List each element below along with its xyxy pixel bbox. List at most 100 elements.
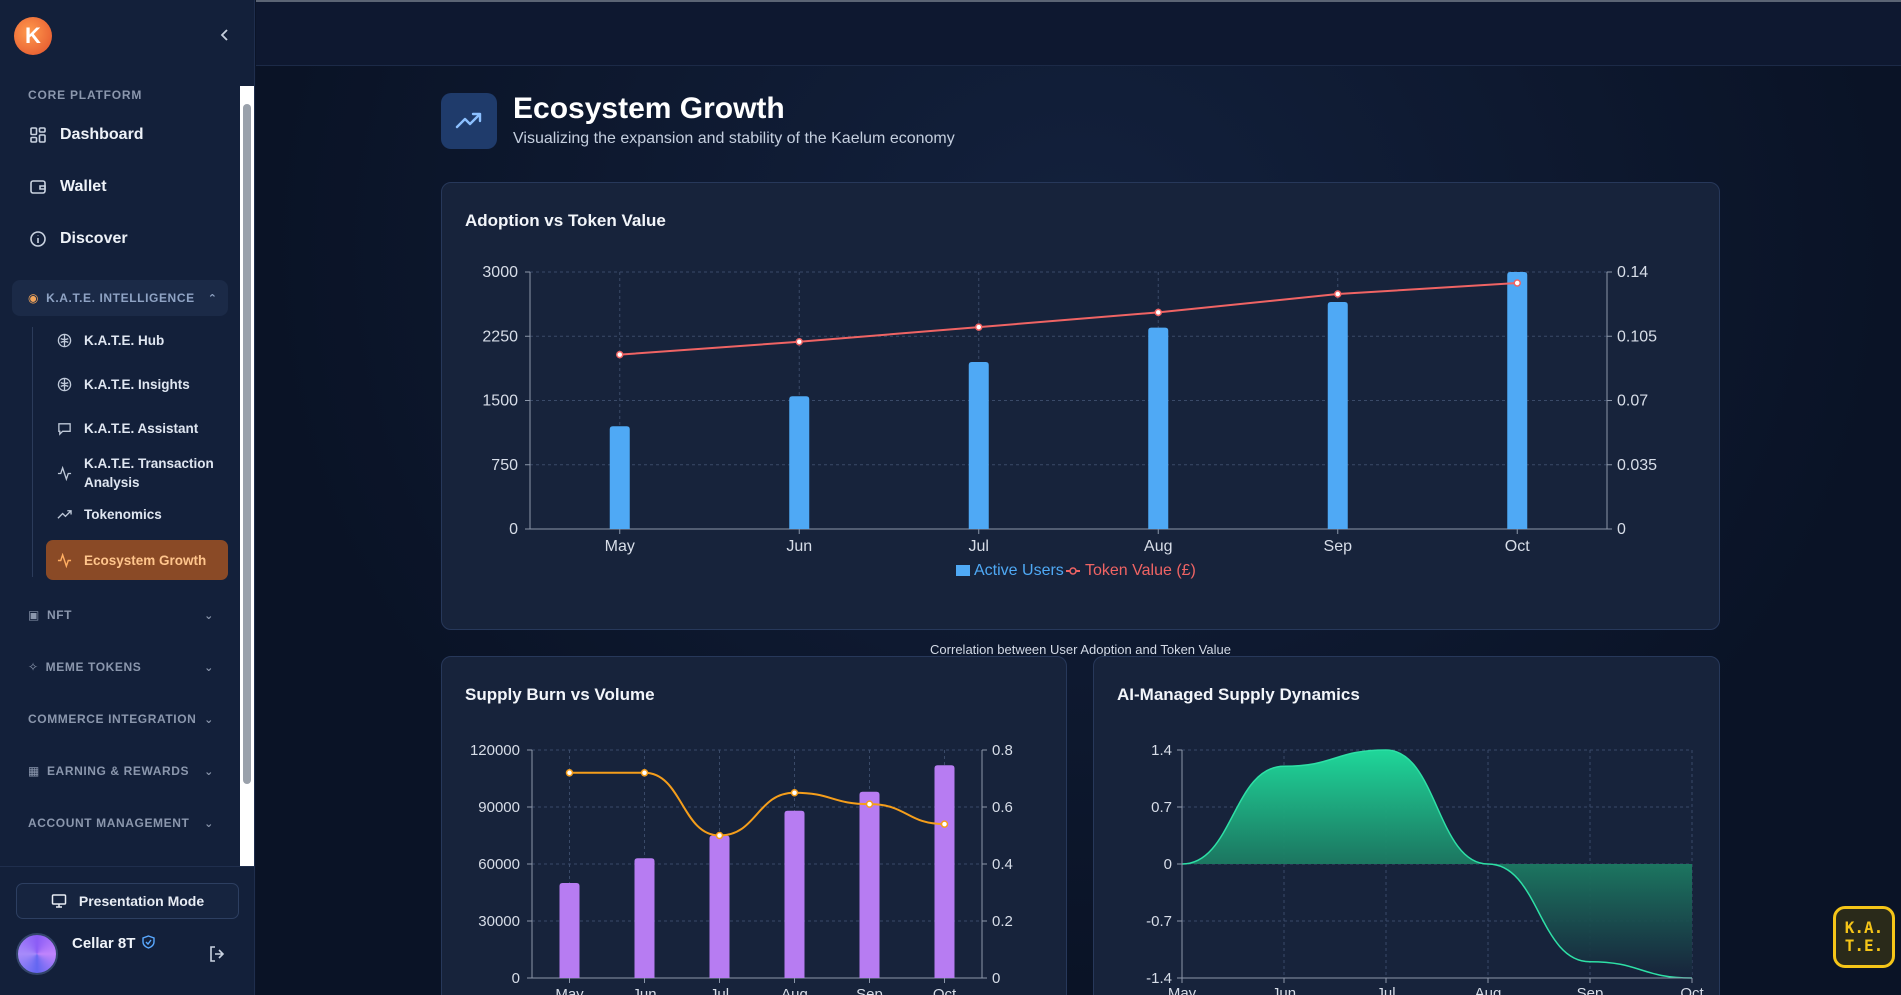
x-tick-label: May	[605, 538, 635, 555]
line-point	[975, 323, 983, 331]
avatar[interactable]	[16, 933, 58, 975]
supply-dynamics-chart: -1.4 -0.7 0 0.7 1.4 May Jun Jul Aug Sep Oct	[1146, 742, 1704, 995]
trending-up-icon	[441, 93, 497, 149]
bar	[1327, 301, 1348, 529]
brain-icon	[56, 376, 72, 392]
y-right-tick-label: 0.4	[992, 856, 1013, 873]
group-commerce-integration[interactable]: COMMERCE INTEGRATION ⌄	[28, 712, 214, 726]
group-meme-tokens[interactable]: ✧ MEME TOKENS ⌄	[28, 660, 214, 674]
chevron-down-icon: ⌄	[204, 817, 214, 830]
legend-swatch-token-value-marker	[1069, 567, 1077, 575]
legend-label-token-value: Token Value (£)	[1085, 562, 1196, 579]
sidebar-item-kate-hub[interactable]: K.A.T.E. Hub	[56, 332, 226, 348]
line-point	[1334, 290, 1342, 298]
supply-burn-card: Supply Burn vs Volume 0 0 30000 0.2 60000 0.4…	[441, 656, 1067, 995]
sidebar-nav[interactable]: CORE PLATFORM Dashboard Wallet Discover …	[0, 72, 240, 867]
series-line	[619, 282, 1518, 356]
bar	[609, 426, 630, 529]
brain-icon: ◉	[28, 291, 40, 305]
logout-icon[interactable]	[208, 945, 226, 968]
info-icon	[28, 229, 48, 249]
gift-icon: ▦	[28, 764, 40, 778]
supply-dynamics-card: AI-Managed Supply Dynamics -1.4 -0.7 0 0.7 1…	[1093, 656, 1720, 995]
group-kate-intelligence[interactable]: ◉ K.A.T.E. INTELLIGENCE ⌃	[12, 280, 228, 316]
sidebar-scrollbar[interactable]	[240, 86, 254, 866]
sidebar: K CORE PLATFORM Dashboard Wallet Discove…	[0, 0, 255, 995]
y-left-tick-label: 2250	[482, 328, 518, 345]
sidebar-footer: Presentation Mode Cellar 8T	[0, 866, 255, 995]
grid-icon	[28, 125, 48, 145]
sidebar-item-label: Wallet	[60, 178, 107, 195]
line-point	[1513, 279, 1521, 287]
sidebar-item-label: K.A.T.E. Assistant	[84, 420, 199, 436]
sidebar-item-wallet[interactable]: Wallet	[28, 177, 107, 197]
sidebar-item-label: K.A.T.E. Transaction Analysis	[84, 456, 214, 490]
sidebar-item-kate-assistant[interactable]: K.A.T.E. Assistant	[56, 420, 226, 436]
section-label-core-platform: CORE PLATFORM	[28, 88, 143, 102]
y-right-tick-label: 0.8	[992, 742, 1013, 759]
sidebar-item-kate-transaction-analysis[interactable]: K.A.T.E. Transaction Analysis	[56, 454, 226, 492]
bar	[784, 810, 805, 978]
presentation-mode-label: Presentation Mode	[78, 893, 205, 909]
legend-label-active-users: Active Users	[974, 562, 1064, 579]
bar	[559, 883, 580, 978]
wallet-icon	[28, 177, 48, 197]
line-point	[715, 831, 724, 840]
x-tick-label: May	[1168, 985, 1197, 995]
x-tick-label: Jun	[786, 538, 812, 555]
chart-caption: Correlation between User Adoption and To…	[930, 642, 1231, 657]
bar	[789, 396, 810, 529]
bar	[859, 791, 880, 978]
x-tick-label: May	[555, 986, 584, 995]
x-tick-label: Jun	[1272, 985, 1296, 995]
y-right-tick-label: 0.07	[1617, 393, 1648, 410]
presentation-mode-button[interactable]: Presentation Mode	[16, 883, 239, 919]
y-left-tick-label: 90000	[478, 799, 520, 816]
chevron-left-icon	[220, 29, 228, 41]
y-left-tick-label: 120000	[470, 742, 520, 759]
chevron-down-icon: ⌄	[204, 765, 214, 778]
user-name: Cellar 8T	[72, 935, 136, 952]
y-tick-label: 1.4	[1151, 742, 1172, 759]
x-tick-label: Aug	[1475, 985, 1502, 995]
page-title: Ecosystem Growth	[513, 92, 785, 125]
line-point	[640, 769, 649, 777]
sidebar-item-label: K.A.T.E. Hub	[84, 332, 165, 348]
group-label: ACCOUNT MANAGEMENT	[28, 816, 190, 830]
group-label: COMMERCE INTEGRATION	[28, 712, 197, 726]
sidebar-header: K	[0, 0, 255, 72]
group-nft[interactable]: ▣ NFT ⌄	[28, 608, 214, 622]
group-account-management[interactable]: ACCOUNT MANAGEMENT ⌄	[28, 816, 214, 830]
sidebar-item-label: Dashboard	[60, 126, 144, 143]
x-tick-label: Jul	[710, 986, 729, 995]
activity-icon	[56, 552, 72, 568]
chevron-down-icon: ⌄	[204, 661, 214, 674]
kaelum-logo[interactable]: K	[14, 17, 52, 55]
adoption-chart: 0 0 750 0.035 1500 0.07 2250 0.105 3000 0.14 May Ju…	[482, 264, 1657, 579]
group-earning-rewards[interactable]: ▦ EARNING & REWARDS ⌄	[28, 764, 214, 778]
logo-letter: K	[25, 23, 41, 48]
chevron-down-icon: ⌄	[204, 609, 214, 622]
collapse-sidebar-button[interactable]	[214, 24, 236, 46]
y-right-tick-label: 0.035	[1617, 457, 1657, 474]
y-tick-label: -0.7	[1146, 913, 1172, 930]
sidebar-item-discover[interactable]: Discover	[28, 229, 128, 249]
bar	[1507, 272, 1528, 529]
sidebar-item-dashboard[interactable]: Dashboard	[28, 125, 144, 145]
trending-up-icon	[56, 506, 72, 522]
sidebar-item-tokenomics[interactable]: Tokenomics	[56, 506, 226, 522]
y-left-tick-label: 60000	[478, 856, 520, 873]
x-tick-label: Oct	[1680, 985, 1704, 995]
line-point	[940, 820, 949, 828]
line-point	[1154, 308, 1162, 317]
line-point	[795, 338, 803, 346]
y-right-tick-label: 0.6	[992, 799, 1013, 816]
sidebar-item-ecosystem-growth[interactable]: Ecosystem Growth	[46, 540, 228, 580]
x-tick-label: Sep	[856, 986, 883, 995]
chart-title: Supply Burn vs Volume	[465, 685, 655, 704]
y-left-tick-label: 30000	[478, 913, 520, 930]
sidebar-item-kate-insights[interactable]: K.A.T.E. Insights	[56, 376, 226, 392]
x-tick-label: Oct	[933, 986, 957, 995]
scrollbar-thumb[interactable]	[243, 104, 251, 784]
kate-assistant-badge[interactable]: K.A. T.E.	[1833, 906, 1895, 968]
